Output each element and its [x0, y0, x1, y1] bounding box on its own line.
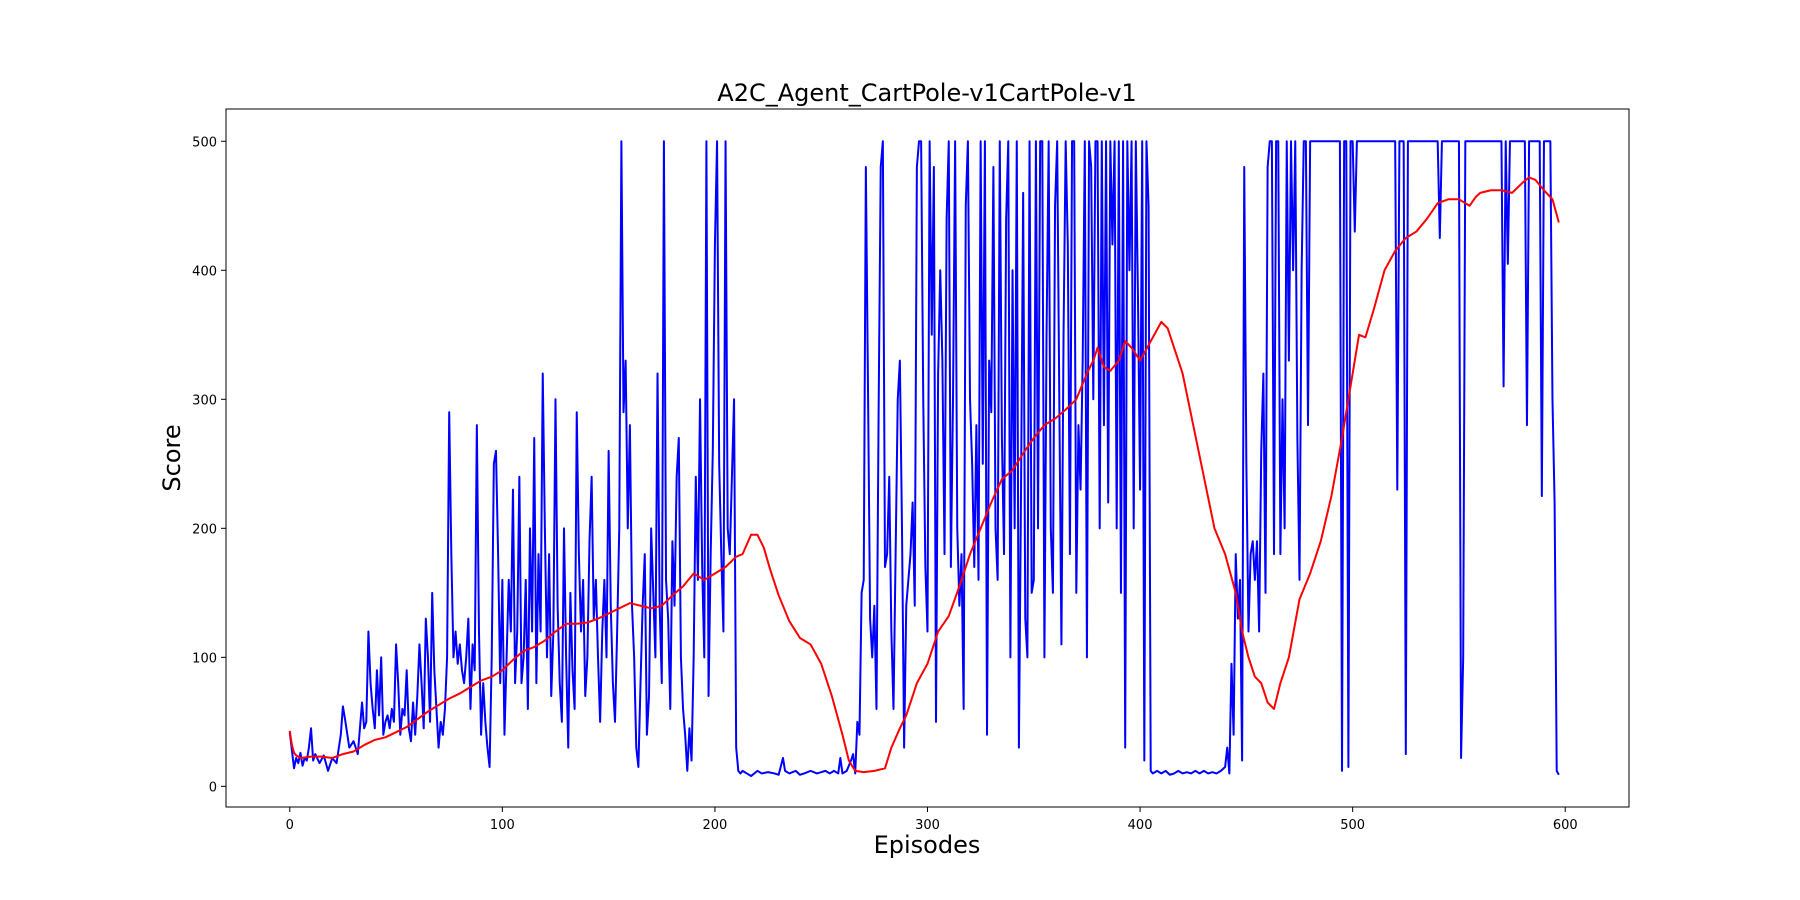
y-tick-label: 500: [192, 135, 217, 150]
x-tick-label: 600: [1553, 818, 1578, 833]
x-tick-label: 100: [490, 818, 515, 833]
plot-area: [288, 140, 1560, 778]
y-tick-label: 200: [192, 522, 217, 537]
y-tick-label: 0: [209, 780, 217, 795]
x-tick-label: 200: [703, 818, 728, 833]
y-axis-label: Score: [158, 424, 186, 491]
x-tick-label: 300: [915, 818, 940, 833]
y-tick-label: 300: [192, 393, 217, 408]
y-axis: 0 100 200 300 400 500: [192, 135, 226, 795]
y-tick-label: 400: [192, 264, 217, 279]
y-tick-label: 100: [192, 651, 217, 666]
series-line-0: [288, 140, 1560, 778]
x-tick-label: 500: [1340, 818, 1365, 833]
x-tick-label: 400: [1128, 818, 1153, 833]
chart-title: A2C_Agent_CartPole-v1CartPole-v1: [717, 79, 1136, 107]
x-tick-label: 0: [286, 818, 294, 833]
x-axis: 0 100 200 300 400 500 600: [286, 807, 1578, 833]
x-axis-label: Episodes: [874, 831, 981, 859]
series-line-1: [288, 176, 1560, 774]
